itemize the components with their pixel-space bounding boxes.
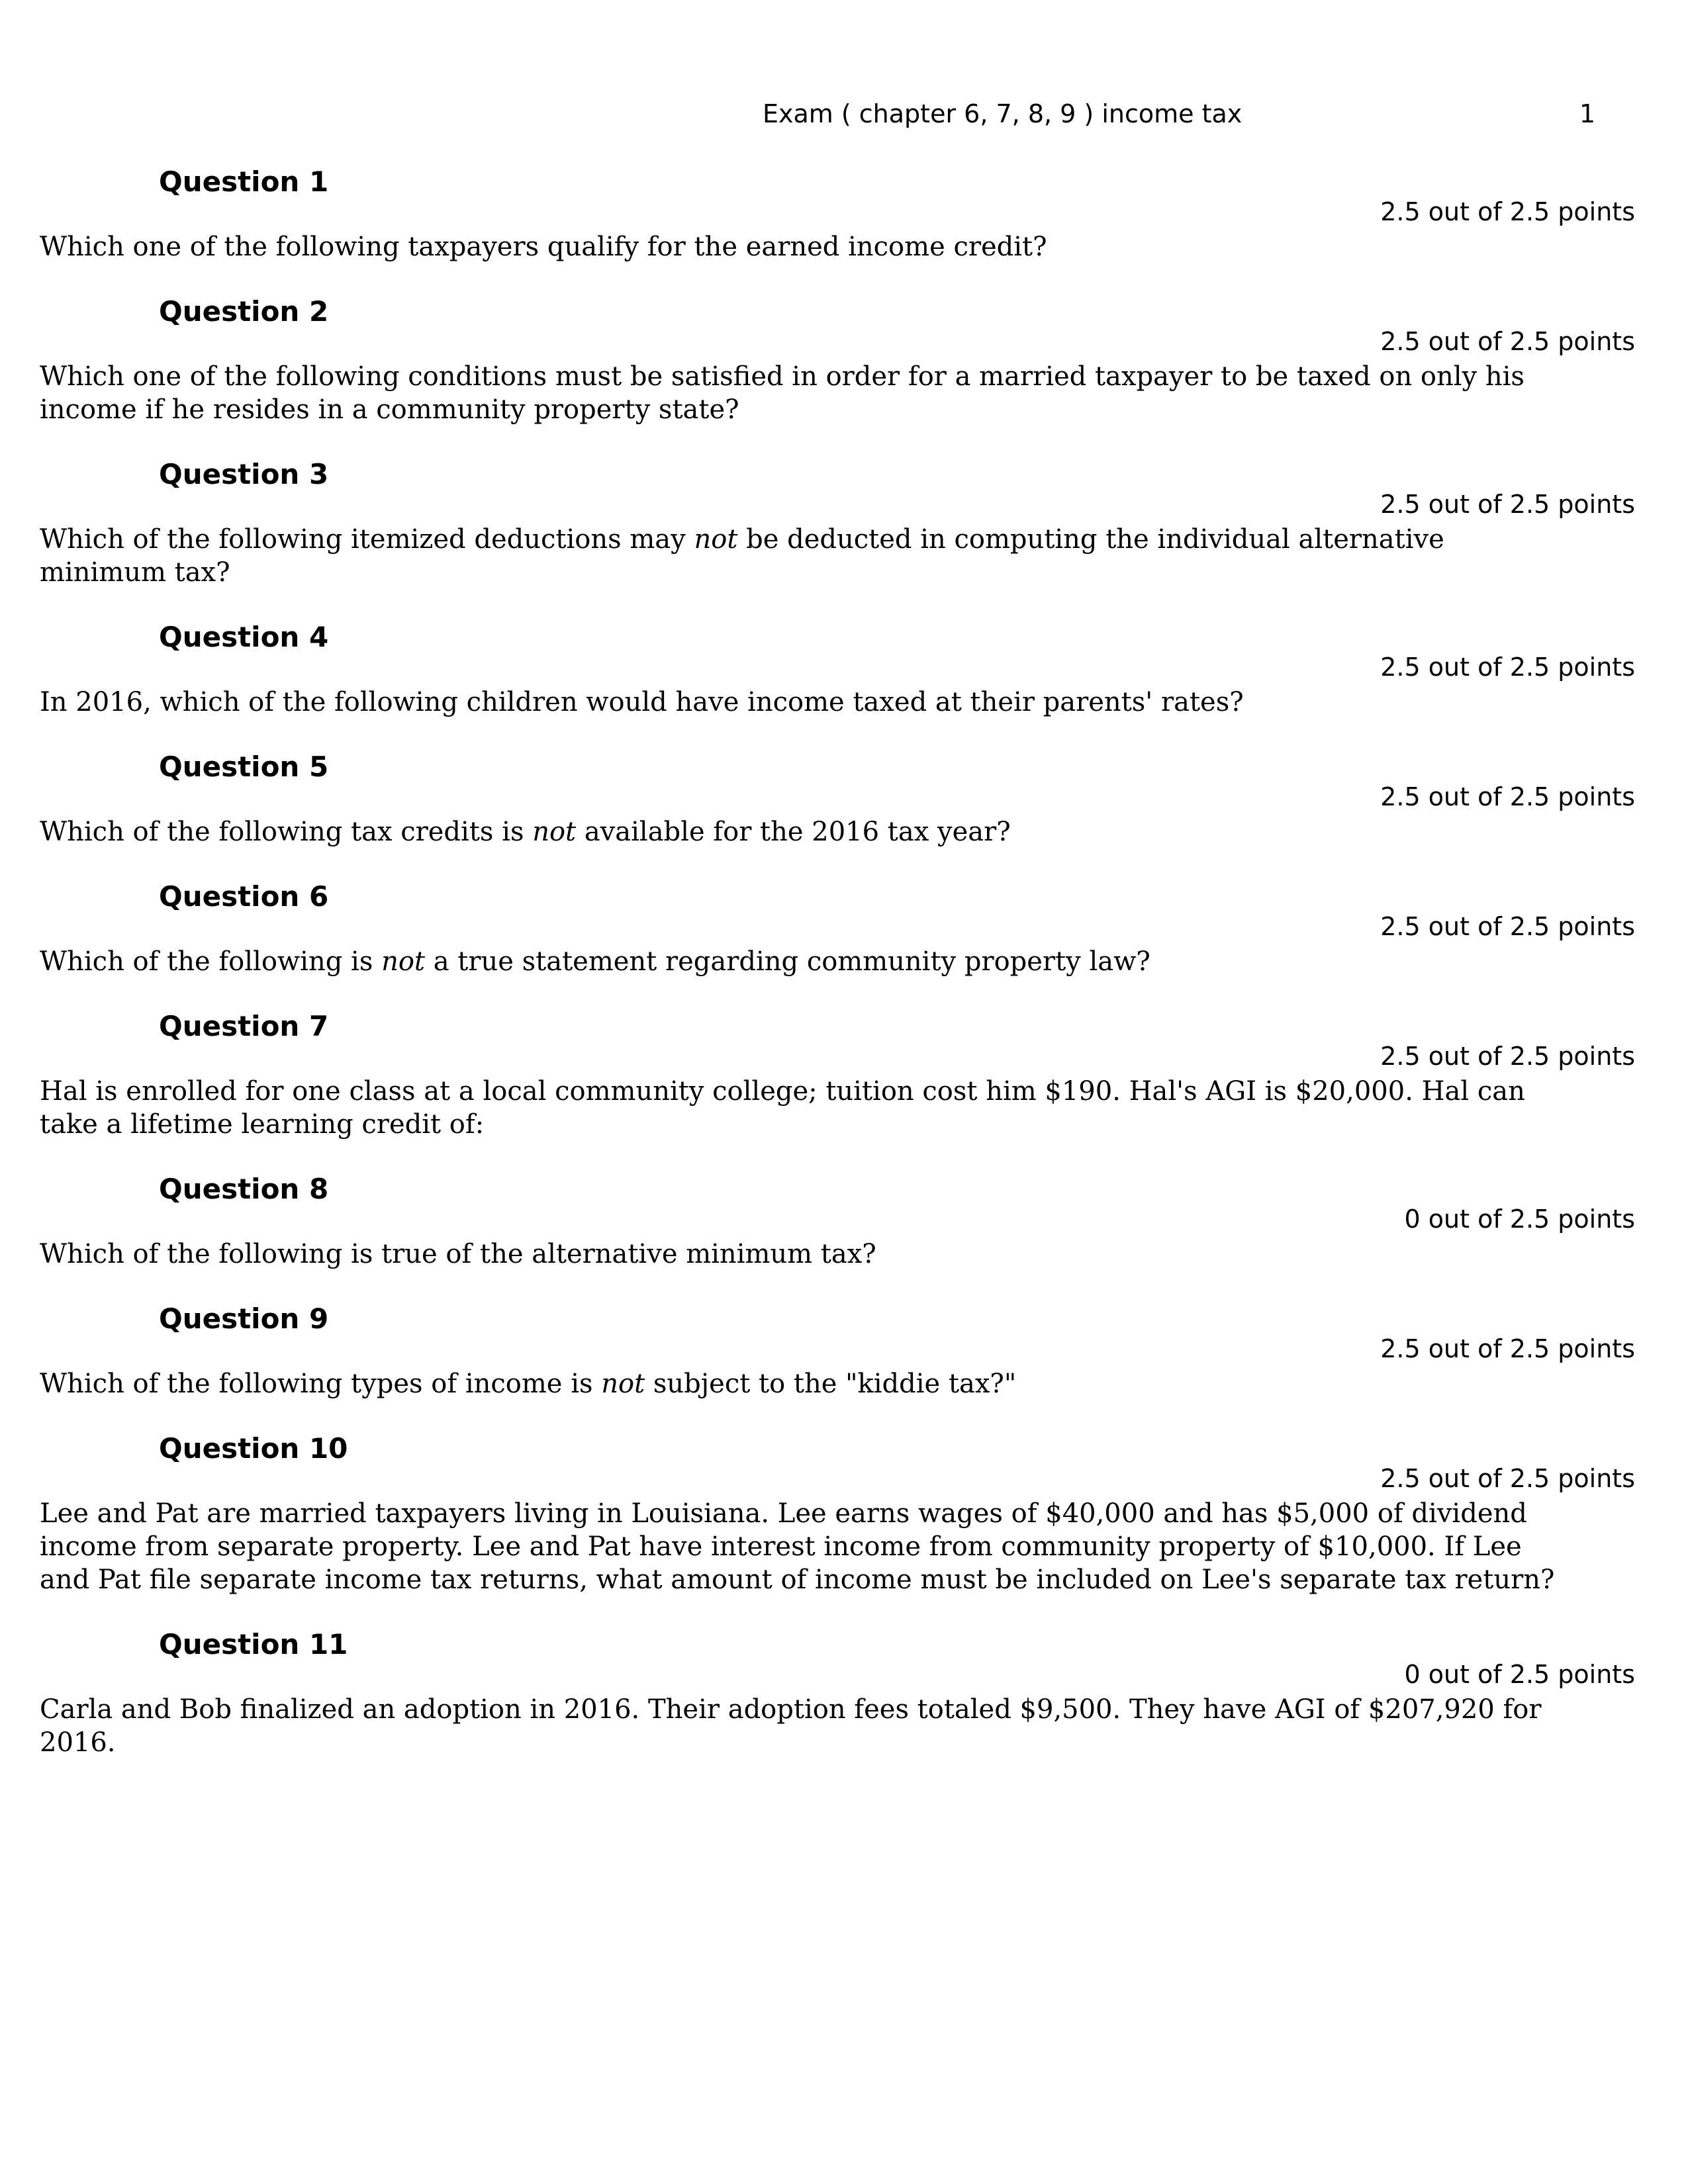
question-block: Question 32.5 out of 2.5 points Which of … (40, 458, 1648, 589)
question-points: 2.5 out of 2.5 points (1380, 327, 1635, 356)
question-body-text: Which one of the following conditions mu… (40, 361, 1524, 425)
question-title: Question 2 (159, 295, 1648, 328)
question-header-row: Question 52.5 out of 2.5 points (40, 751, 1648, 790)
question-block: Question 102.5 out of 2.5 points Lee and … (40, 1432, 1648, 1596)
question-header-row: Question 72.5 out of 2.5 points (40, 1010, 1648, 1050)
question-body-text: Which of the following is true of the al… (40, 1239, 876, 1269)
question-body-text: In 2016, which of the following children… (40, 687, 1244, 717)
question-points: 2.5 out of 2.5 points (1380, 653, 1635, 682)
question-title: Question 3 (159, 458, 1648, 490)
question-body: Which one of the following conditions mu… (40, 360, 1562, 426)
question-block: Question 92.5 out of 2.5 points Which of … (40, 1302, 1648, 1400)
question-body: Which of the following tax credits is no… (40, 815, 1562, 848)
question-points: 2.5 out of 2.5 points (1380, 1334, 1635, 1363)
question-points: 2.5 out of 2.5 points (1380, 912, 1635, 941)
question-body-text: a true statement regarding community pro… (425, 946, 1150, 977)
question-title: Question 11 (159, 1628, 1648, 1661)
question-body-emphasis: not (601, 1369, 645, 1399)
question-header-row: Question 42.5 out of 2.5 points (40, 621, 1648, 660)
question-block: Question 80 out of 2.5 points Which of th… (40, 1173, 1648, 1271)
question-block: Question 110 out of 2.5 points Carla and … (40, 1628, 1648, 1759)
question-block: Question 72.5 out of 2.5 points Hal is en… (40, 1010, 1648, 1141)
question-body-text: Which of the following itemized deductio… (40, 524, 694, 555)
question-body-text: Which of the following types of income i… (40, 1369, 601, 1399)
question-body-text: Carla and Bob finalized an adoption in 2… (40, 1694, 1542, 1758)
question-header-row: Question 22.5 out of 2.5 points (40, 295, 1648, 335)
question-header-row: Question 62.5 out of 2.5 points (40, 880, 1648, 920)
question-block: Question 42.5 out of 2.5 points In 2016, … (40, 621, 1648, 719)
question-body-text: Which of the following is (40, 946, 381, 977)
question-body-text: subject to the "kiddie tax?" (645, 1369, 1016, 1399)
question-body: Which of the following itemized deductio… (40, 523, 1562, 589)
header-page-number: 1 (1579, 99, 1595, 128)
question-header-row: Question 102.5 out of 2.5 points (40, 1432, 1648, 1472)
header-title: Exam ( chapter 6, 7, 8, 9 ) income tax (763, 99, 1242, 128)
question-title: Question 5 (159, 751, 1648, 783)
question-points: 0 out of 2.5 points (1405, 1205, 1636, 1234)
question-body: Which of the following types of income i… (40, 1367, 1562, 1400)
question-body: Which of the following is true of the al… (40, 1238, 1562, 1271)
question-header-row: Question 32.5 out of 2.5 points (40, 458, 1648, 498)
question-block: Question 52.5 out of 2.5 points Which of … (40, 751, 1648, 848)
question-points: 2.5 out of 2.5 points (1380, 490, 1635, 519)
question-title: Question 6 (159, 880, 1648, 913)
question-points: 2.5 out of 2.5 points (1380, 1042, 1635, 1071)
question-title: Question 1 (159, 165, 1648, 198)
question-body: Carla and Bob finalized an adoption in 2… (40, 1693, 1562, 1759)
question-title: Question 7 (159, 1010, 1648, 1042)
question-points: 0 out of 2.5 points (1405, 1660, 1636, 1689)
page: Exam ( chapter 6, 7, 8, 9 ) income tax 1… (0, 0, 1688, 2184)
question-header-row: Question 92.5 out of 2.5 points (40, 1302, 1648, 1342)
question-body: Lee and Pat are married taxpayers living… (40, 1497, 1562, 1596)
question-title: Question 10 (159, 1432, 1648, 1465)
question-body-emphasis: not (532, 817, 576, 847)
question-title: Question 9 (159, 1302, 1648, 1335)
question-header-row: Question 110 out of 2.5 points (40, 1628, 1648, 1668)
question-body: In 2016, which of the following children… (40, 686, 1562, 719)
question-body: Which one of the following taxpayers qua… (40, 230, 1562, 263)
question-points: 2.5 out of 2.5 points (1380, 197, 1635, 226)
question-body-emphasis: not (694, 524, 737, 555)
question-body-text: Which of the following tax credits is (40, 817, 532, 847)
question-header-row: Question 12.5 out of 2.5 points (40, 165, 1648, 205)
content: Question 12.5 out of 2.5 pointsWhich one… (40, 165, 1648, 1759)
question-body-text: Lee and Pat are married taxpayers living… (40, 1498, 1554, 1595)
question-body-text: Which one of the following taxpayers qua… (40, 232, 1047, 262)
question-points: 2.5 out of 2.5 points (1380, 1464, 1635, 1493)
question-title: Question 4 (159, 621, 1648, 653)
question-body-text: available for the 2016 tax year? (576, 817, 1011, 847)
question-block: Question 22.5 out of 2.5 points Which one… (40, 295, 1648, 426)
question-points: 2.5 out of 2.5 points (1380, 782, 1635, 811)
question-block: Question 62.5 out of 2.5 points Which of … (40, 880, 1648, 978)
question-title: Question 8 (159, 1173, 1648, 1205)
question-body: Hal is enrolled for one class at a local… (40, 1075, 1562, 1141)
question-header-row: Question 80 out of 2.5 points (40, 1173, 1648, 1212)
question-block: Question 12.5 out of 2.5 points Which one… (40, 165, 1648, 263)
question-body-text: Hal is enrolled for one class at a local… (40, 1076, 1525, 1140)
question-body-emphasis: not (381, 946, 425, 977)
question-body: Which of the following is not a true sta… (40, 945, 1562, 978)
